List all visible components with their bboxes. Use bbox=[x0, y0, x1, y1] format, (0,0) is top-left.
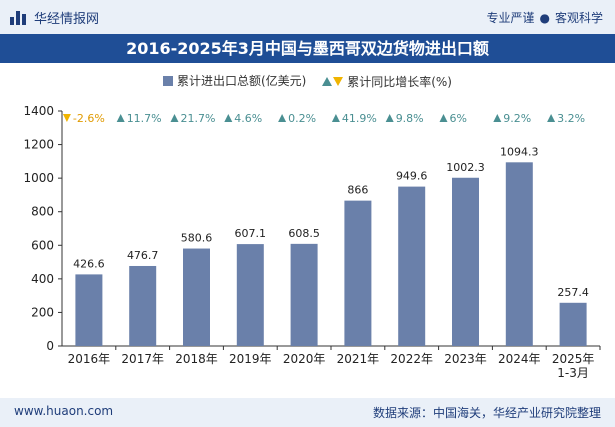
bar-value-label: 1002.3 bbox=[446, 161, 485, 174]
bar bbox=[75, 274, 103, 346]
bar bbox=[290, 243, 318, 346]
bar bbox=[183, 248, 210, 346]
chart-title: 2016-2025年3月中国与墨西哥双边货物进出口额 bbox=[0, 34, 615, 63]
growth-rate-label: 9.2% bbox=[503, 112, 531, 125]
footer-url: www.huaon.com bbox=[14, 404, 114, 418]
legend-bar-label: 累计进出口总额(亿美元) bbox=[177, 74, 307, 88]
y-tick-label: 1000 bbox=[23, 171, 54, 185]
up-triangle-icon bbox=[547, 114, 556, 122]
y-tick-label: 600 bbox=[31, 238, 54, 252]
legend: 累计进出口总额(亿美元) 累计同比增长率(%) bbox=[0, 72, 615, 90]
y-tick-label: 800 bbox=[31, 205, 54, 219]
brand-logo-icon bbox=[10, 10, 26, 25]
growth-rate-label: -2.6% bbox=[73, 112, 105, 125]
x-tick-label: 1-3月 bbox=[557, 366, 589, 380]
y-tick-label: 1400 bbox=[23, 104, 54, 118]
tagline: 专业严谨 ● 客观科学 bbox=[486, 9, 603, 26]
y-tick-label: 200 bbox=[31, 305, 54, 319]
tagline-right: 客观科学 bbox=[554, 11, 603, 25]
bar-value-label: 866 bbox=[347, 184, 368, 197]
growth-rate-label: 0.2% bbox=[288, 112, 316, 125]
bar-value-label: 426.6 bbox=[73, 257, 105, 270]
growth-rate-label: 21.7% bbox=[181, 112, 216, 125]
brand-name: 华经情报网 bbox=[34, 12, 100, 27]
x-tick-label: 2020年 bbox=[283, 352, 326, 366]
x-tick-label: 2025年 bbox=[552, 352, 595, 366]
down-triangle-icon bbox=[62, 114, 71, 122]
y-tick-label: 0 bbox=[46, 339, 54, 353]
y-tick-label: 400 bbox=[31, 272, 54, 286]
bar bbox=[129, 265, 157, 346]
bar-value-label: 607.1 bbox=[235, 227, 267, 240]
growth-rate-label: 9.8% bbox=[396, 112, 424, 125]
x-tick-label: 2021年 bbox=[337, 352, 380, 366]
y-tick-label: 1200 bbox=[23, 138, 54, 152]
separator-dot: ● bbox=[539, 11, 550, 25]
bar-value-label: 949.6 bbox=[396, 170, 428, 183]
growth-rate-label: 11.7% bbox=[127, 112, 162, 125]
up-triangle-icon bbox=[116, 114, 125, 122]
bar-chart: 0 200 400 600 800 1000 1200 1400 426.6 2016年 -2.6%… bbox=[23, 104, 601, 380]
up-triangle-icon bbox=[278, 114, 287, 122]
x-tick-label: 2022年 bbox=[390, 352, 433, 366]
legend-item-bars: 累计进出口总额(亿美元) bbox=[163, 72, 306, 89]
x-tick-label: 2023年 bbox=[444, 352, 487, 366]
top-bar: 华经情报网 专业严谨 ● 客观科学 bbox=[0, 0, 615, 34]
x-tick-label: 2019年 bbox=[229, 352, 272, 366]
up-triangle-icon bbox=[493, 114, 502, 122]
legend-bar-swatch bbox=[163, 75, 173, 86]
bar bbox=[398, 186, 426, 346]
bar bbox=[505, 162, 533, 346]
bar-value-label: 1094.3 bbox=[500, 145, 539, 158]
bar-value-label: 257.4 bbox=[557, 286, 589, 299]
growth-rate-label: 41.9% bbox=[342, 112, 377, 125]
footer: www.huaon.com 数据来源：中国海关，华经产业研究院整理 bbox=[0, 398, 615, 427]
bar bbox=[344, 200, 372, 346]
up-triangle-icon bbox=[439, 114, 448, 122]
growth-rate-label: 3.2% bbox=[557, 112, 585, 125]
up-triangle-icon bbox=[170, 114, 179, 122]
up-triangle-icon bbox=[224, 114, 233, 122]
bar-value-label: 608.5 bbox=[288, 227, 320, 240]
x-tick-label: 2016年 bbox=[68, 352, 111, 366]
x-tick-label: 2024年 bbox=[498, 352, 541, 366]
down-triangle-icon bbox=[333, 76, 344, 86]
bar bbox=[236, 244, 264, 346]
growth-rate-label: 6% bbox=[450, 112, 467, 125]
footer-source: 数据来源：中国海关，华经产业研究院整理 bbox=[372, 406, 601, 420]
legend-growth-label: 累计同比增长率(%) bbox=[347, 74, 452, 89]
x-tick-label: 2017年 bbox=[121, 352, 164, 366]
legend-item-growth: 累计同比增长率(%) bbox=[322, 73, 452, 90]
bar-value-label: 476.7 bbox=[127, 249, 159, 262]
brand: 华经情报网 bbox=[10, 8, 99, 27]
up-triangle-icon bbox=[322, 76, 333, 86]
x-tick-label: 2018年 bbox=[175, 352, 218, 366]
tagline-left: 专业严谨 bbox=[486, 11, 535, 25]
bar bbox=[559, 302, 587, 346]
up-triangle-icon bbox=[331, 114, 340, 122]
growth-rate-label: 4.6% bbox=[234, 112, 262, 125]
bar-value-label: 580.6 bbox=[181, 232, 213, 245]
up-triangle-icon bbox=[385, 114, 394, 122]
bar bbox=[452, 177, 479, 346]
